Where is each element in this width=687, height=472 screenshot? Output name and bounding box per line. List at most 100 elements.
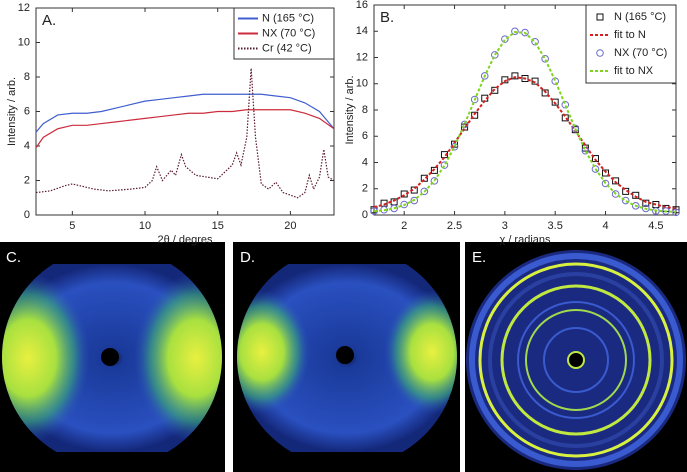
data-point [551, 77, 560, 85]
data-point [471, 111, 479, 119]
data-point [551, 98, 559, 106]
image-d: D. [233, 242, 460, 472]
data-point [642, 204, 650, 213]
data-point [480, 72, 489, 80]
data-point [501, 35, 509, 43]
data-point [440, 161, 449, 169]
x-tick-label: 3 [502, 220, 508, 232]
data-point [501, 76, 509, 84]
image-label: E. [472, 249, 486, 266]
data-point [470, 95, 479, 104]
series-line [35, 109, 335, 149]
data-point [611, 190, 620, 198]
data-point [370, 207, 378, 215]
y-tick-label: 8 [362, 104, 368, 116]
y-tick-label: 0 [362, 209, 368, 221]
data-point [602, 169, 610, 177]
data-point [460, 120, 469, 129]
data-point [521, 75, 529, 82]
y-tick-label: 6 [362, 130, 368, 142]
y-tick-label: 2 [362, 183, 368, 195]
x-tick-label: 15 [212, 220, 224, 232]
image-e: E. [465, 242, 687, 472]
x-tick-label: 20 [284, 220, 296, 232]
series-line [35, 93, 335, 133]
data-point [511, 27, 519, 36]
y-tick-label: 14 [356, 25, 368, 37]
y-tick-label: 8 [24, 71, 30, 83]
image-label: C. [6, 249, 21, 266]
data-point [430, 177, 439, 185]
data-point [672, 206, 680, 214]
image-label: D. [240, 249, 255, 266]
legend-label: N (165 °C) [614, 11, 666, 23]
data-point [430, 166, 438, 174]
panel-label: B. [380, 9, 394, 26]
y-tick-label: 4 [24, 140, 30, 152]
data-point [581, 146, 590, 155]
data-point [410, 196, 419, 205]
legend-label: fit to N [614, 29, 646, 41]
data-point [662, 207, 670, 215]
data-point [652, 207, 660, 215]
x-tick-label: 2.5 [447, 220, 462, 232]
legend-label: N (165 °C) [262, 12, 314, 24]
legend-swatch [596, 49, 604, 57]
data-point [591, 165, 600, 173]
y-tick-label: 4 [362, 156, 368, 168]
y-tick-label: 10 [356, 78, 368, 90]
series-line [373, 31, 677, 213]
data-point [491, 86, 499, 94]
legend-label: Cr (42 °C) [262, 42, 312, 54]
data-point [591, 155, 599, 163]
series-line [373, 76, 677, 210]
data-point [571, 124, 580, 133]
data-point [531, 37, 539, 46]
legend-swatch [596, 13, 604, 21]
legend: N (165 °C) NX (70 °C) Cr (42 °C) [233, 7, 335, 60]
data-point [631, 202, 640, 210]
y-axis-label: Intensity / arb. [6, 77, 18, 146]
legend-label: fit to NX [614, 65, 654, 77]
data-point [561, 114, 569, 122]
y-tick-label: 6 [24, 105, 30, 117]
data-point [511, 72, 519, 80]
data-point [531, 77, 539, 85]
y-tick-label: 12 [356, 51, 368, 63]
x-tick-label: 2 [401, 220, 407, 232]
data-point [450, 142, 459, 151]
legend-label: NX (70 °C) [262, 27, 315, 39]
legend-label: NX (70 °C) [614, 47, 667, 59]
data-point [420, 187, 429, 196]
x-tick-label: 5 [69, 220, 75, 232]
data-point [612, 177, 620, 185]
data-point [601, 179, 610, 188]
data-point [491, 51, 499, 59]
x-tick-label: 4 [602, 220, 608, 232]
chart: 5 10 15 20 0 2 4 6 8 10 12 2θ / degres Intensity / a… [6, 2, 335, 246]
y-tick-label: 10 [18, 36, 30, 48]
y-tick-label: 2 [24, 174, 30, 186]
x-tick-label: 10 [139, 220, 151, 232]
data-point [561, 100, 570, 109]
x-axis-label: 2θ / degres [157, 234, 213, 246]
panel-label: A. [42, 12, 56, 29]
data-point [541, 55, 549, 63]
x-tick-label: 4.5 [648, 220, 663, 232]
legend: N (165 °C) fit to N NX (70 °C) fit to NX [585, 4, 677, 84]
data-point [541, 89, 549, 97]
chart: 2 2.5 3 3.5 4 4.5 0 2 4 6 8 10 12 14 16 χ / radians Inte… [344, 0, 680, 246]
y-tick-label: 0 [24, 209, 30, 221]
data-point [672, 208, 680, 217]
y-tick-label: 12 [18, 2, 30, 14]
data-point [400, 200, 409, 209]
y-tick-label: 16 [356, 0, 368, 11]
x-axis-label: χ / radians [499, 234, 551, 246]
y-axis-label: Intensity / arb. [344, 75, 356, 144]
image-c: C. [0, 242, 225, 472]
data-point [621, 196, 630, 205]
series-line [35, 68, 335, 199]
x-tick-label: 3.5 [548, 220, 563, 232]
data-point [420, 174, 428, 182]
